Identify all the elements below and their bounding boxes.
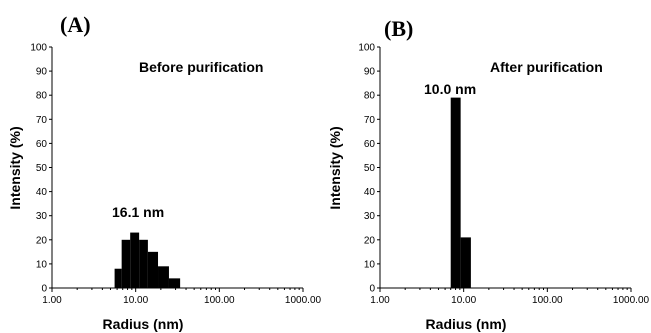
panel-a-label: (A) bbox=[60, 12, 91, 37]
y-tick-label: 30 bbox=[36, 211, 48, 222]
panel-a-x-axis-title: Radius (nm) bbox=[103, 316, 184, 332]
y-tick-label: 90 bbox=[364, 67, 376, 78]
y-tick-label: 70 bbox=[36, 115, 48, 126]
bar bbox=[139, 239, 148, 288]
panel-b-y-axis-title: Intensity (%) bbox=[327, 126, 343, 209]
y-tick-label: 100 bbox=[358, 43, 375, 54]
x-tick-label: 100.00 bbox=[204, 295, 235, 306]
y-tick-label: 0 bbox=[369, 284, 375, 295]
panel-b-peak-label: 10.0 nm bbox=[424, 81, 476, 97]
panel-b-annotation: After purification bbox=[490, 59, 603, 75]
panel-a-y-axis-title: Intensity (%) bbox=[7, 126, 23, 209]
y-tick-label: 40 bbox=[36, 187, 48, 198]
panel-b-bars bbox=[450, 97, 471, 288]
y-tick-label: 30 bbox=[364, 211, 376, 222]
bar bbox=[460, 237, 471, 288]
bar bbox=[158, 266, 169, 288]
y-tick-label: 20 bbox=[36, 235, 48, 246]
y-tick-label: 50 bbox=[364, 163, 376, 174]
x-tick-label: 1.00 bbox=[370, 295, 390, 306]
x-tick-label: 1.00 bbox=[42, 295, 62, 306]
panel-b-x-axis-title: Radius (nm) bbox=[426, 316, 507, 332]
y-tick-label: 40 bbox=[364, 187, 376, 198]
y-tick-label: 60 bbox=[36, 139, 48, 150]
panel-a-axes: 0 10 20 30 40 50 60 70 80 90 100 1.00 10.00 100.00 100… bbox=[30, 43, 321, 307]
y-tick-label: 10 bbox=[36, 259, 48, 270]
panel-a-bars bbox=[114, 232, 181, 288]
bar bbox=[450, 97, 461, 288]
y-tick-label: 20 bbox=[364, 235, 376, 246]
y-tick-label: 50 bbox=[36, 163, 48, 174]
panel-b: (B) After purification 10.0 nm Radius (n… bbox=[327, 16, 650, 332]
y-tick-label: 0 bbox=[41, 284, 47, 295]
y-tick-label: 80 bbox=[36, 91, 48, 102]
y-tick-label: 70 bbox=[364, 115, 376, 126]
bar bbox=[114, 268, 122, 288]
y-tick-label: 10 bbox=[364, 259, 376, 270]
x-tick-label: 1000.00 bbox=[613, 295, 650, 306]
bar bbox=[147, 251, 159, 288]
panel-a: (A) Before purification 16.1 nm Radius (… bbox=[7, 12, 322, 332]
panel-a-peak-label: 16.1 nm bbox=[112, 204, 164, 220]
panel-a-annotation: Before purification bbox=[139, 59, 263, 75]
y-tick-label: 80 bbox=[364, 91, 376, 102]
x-tick-label: 1000.00 bbox=[285, 295, 322, 306]
x-tick-label: 10.00 bbox=[123, 295, 148, 306]
x-tick-label: 10.00 bbox=[451, 295, 476, 306]
bar bbox=[121, 239, 131, 288]
y-tick-label: 90 bbox=[36, 67, 48, 78]
panel-b-axes: 0 10 20 30 40 50 60 70 80 90 100 1.00 10.00 100.00 100… bbox=[358, 43, 649, 307]
x-tick-label: 100.00 bbox=[532, 295, 563, 306]
y-tick-label: 100 bbox=[30, 43, 47, 54]
panel-b-label: (B) bbox=[384, 16, 413, 41]
bar bbox=[168, 278, 181, 288]
bar bbox=[130, 232, 140, 288]
y-tick-label: 60 bbox=[364, 139, 376, 150]
